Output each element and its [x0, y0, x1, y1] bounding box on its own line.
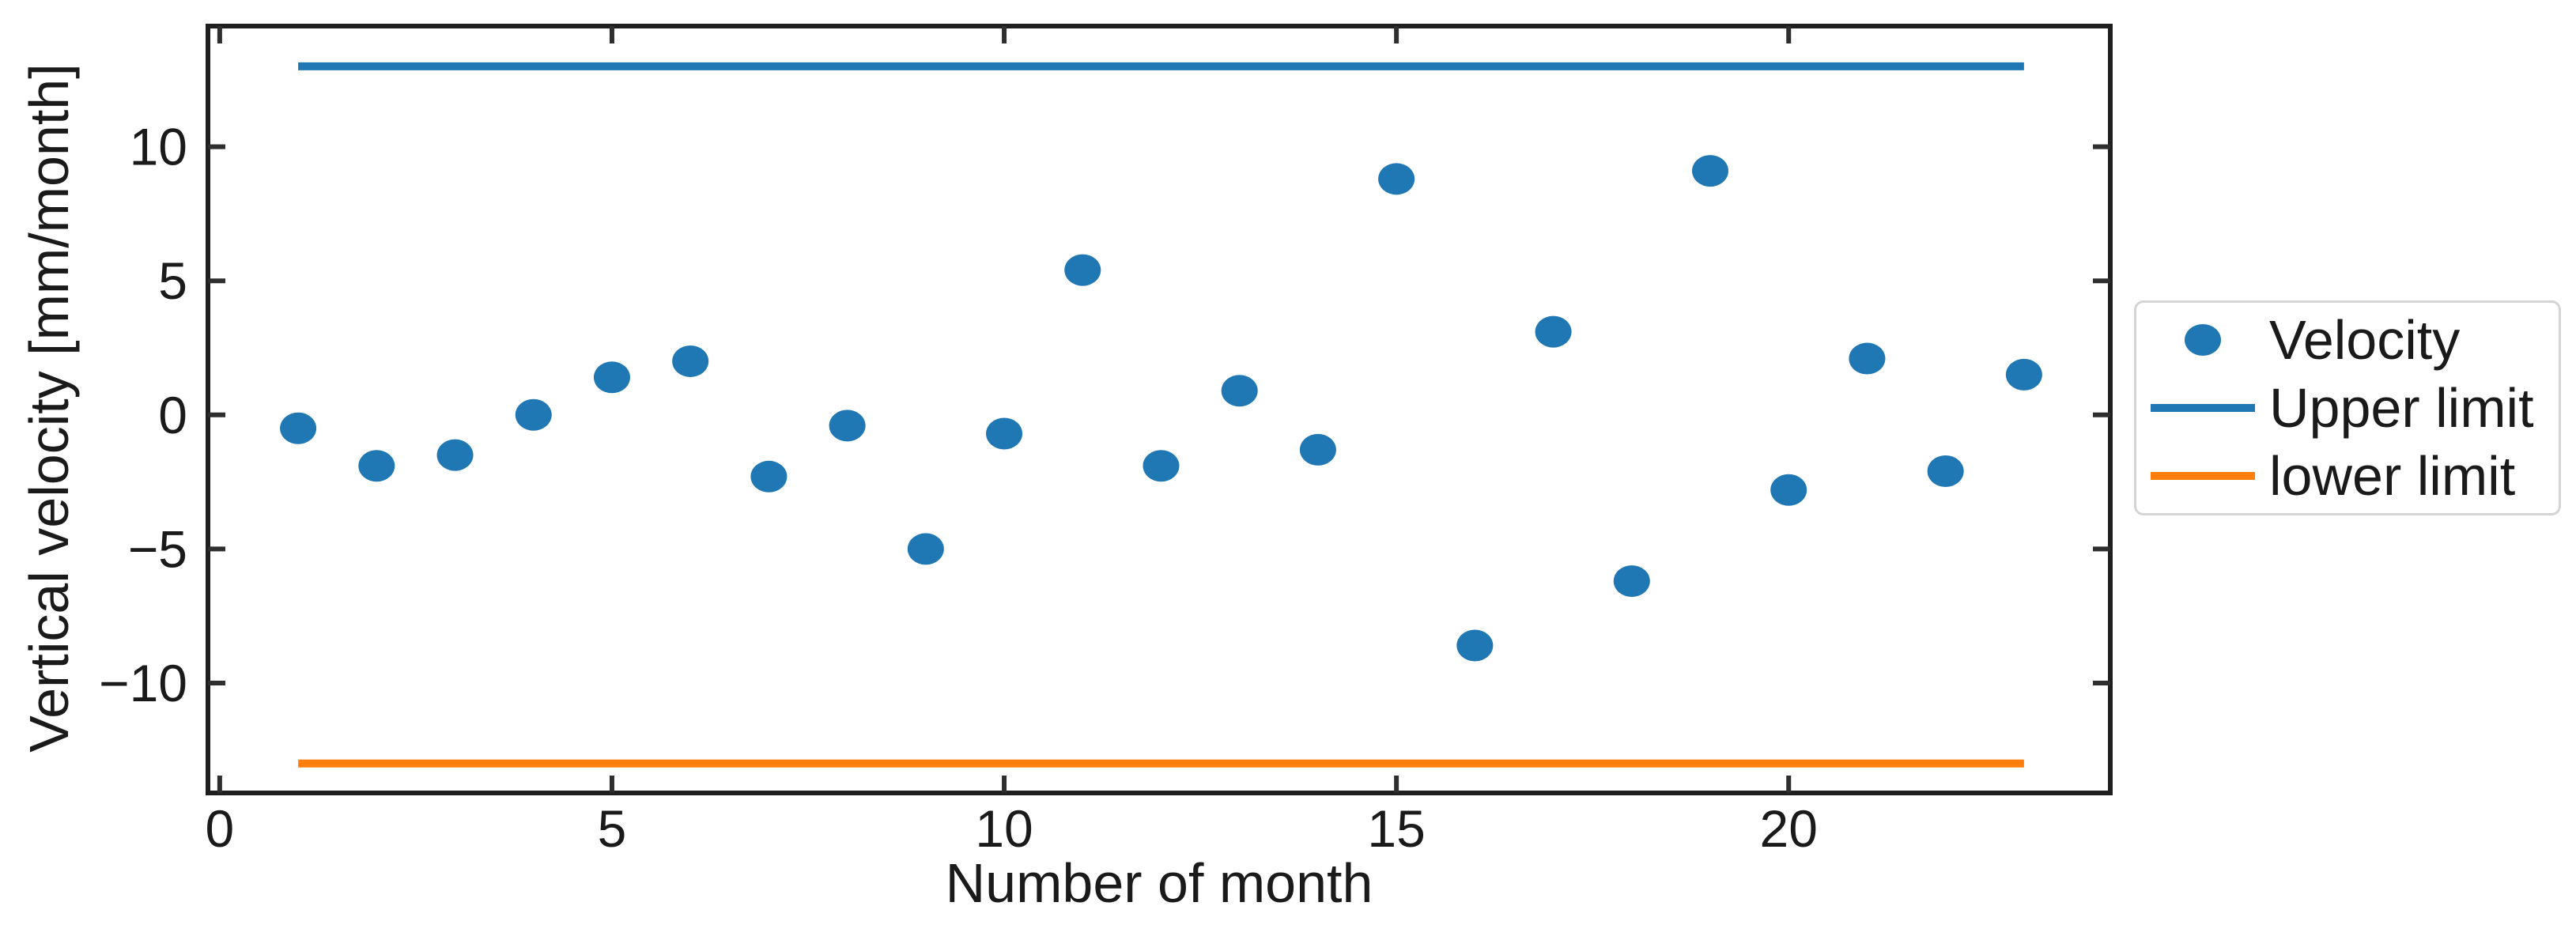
y-tick-label: −5	[128, 519, 187, 578]
x-tick-label: 20	[1760, 799, 1818, 858]
x-tick-label: 10	[975, 799, 1033, 858]
x-tick-label: 0	[206, 799, 235, 858]
scatter-point	[1299, 433, 1336, 466]
scatter-point	[986, 417, 1023, 450]
scatter-point	[436, 439, 474, 471]
scatter-point	[1535, 315, 1572, 348]
scatter-point	[829, 410, 866, 442]
scatter-point	[1927, 455, 1964, 488]
legend-label-lower-limit: lower limit	[2269, 445, 2516, 507]
scatter-point	[1378, 163, 1415, 195]
legend-label-velocity: Velocity	[2269, 309, 2461, 371]
scatter-point	[593, 361, 630, 394]
scatter-point	[1849, 342, 1886, 375]
x-axis-title: Number of month	[945, 852, 1373, 914]
scatter-point	[280, 412, 317, 444]
y-tick-label: 5	[158, 251, 187, 310]
scatter-point	[1143, 450, 1180, 482]
scatter-point	[2005, 358, 2042, 391]
scatter-point	[515, 398, 552, 431]
legend-marker-cell	[2136, 404, 2269, 412]
x-tick-label: 5	[598, 799, 627, 858]
legend-item-velocity: Velocity	[2136, 306, 2559, 374]
scatter-point	[907, 533, 944, 565]
scatter-point	[1770, 474, 1807, 506]
upper-limit-line-icon	[2151, 404, 2255, 412]
legend-marker-cell	[2136, 324, 2269, 356]
plot-border	[206, 24, 2113, 795]
lower-limit-line-icon	[2151, 472, 2255, 480]
legend-label-upper-limit: Upper limit	[2269, 377, 2534, 439]
velocity-dot-icon	[2185, 324, 2221, 356]
legend-item-upper-limit: Upper limit	[2136, 374, 2559, 442]
x-tick-label: 15	[1367, 799, 1425, 858]
y-tick-label: 10	[130, 118, 187, 176]
scatter-point	[1691, 155, 1728, 187]
scatter-point	[1456, 629, 1494, 662]
scatter-point	[358, 450, 395, 482]
y-tick-label: −10	[99, 654, 187, 712]
y-tick-label: 0	[158, 386, 187, 444]
scatter-point	[750, 460, 788, 493]
scatter-point	[1221, 375, 1258, 407]
scatter-point	[1064, 254, 1101, 286]
legend: Velocity Upper limit lower limit	[2134, 300, 2561, 515]
scatter-point	[1613, 565, 1650, 598]
y-axis-title: Vertical velocity [mm/month]	[18, 63, 80, 753]
legend-item-lower-limit: lower limit	[2136, 442, 2559, 510]
scatter-point	[672, 345, 709, 377]
legend-marker-cell	[2136, 472, 2269, 480]
